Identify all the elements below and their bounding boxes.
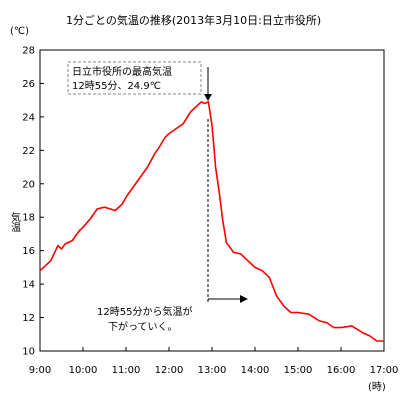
axes [39, 49, 385, 352]
y-tick-label: 18 [22, 213, 35, 224]
x-ticks: 9:00 10:00 11:00 12:00 13:00 14:00 15:00 16:00 1… [29, 347, 399, 376]
x-tick-label: 13:00 [198, 365, 227, 376]
x-tick-label: 17:00 [370, 365, 399, 376]
y-tick-label: 22 [22, 146, 35, 157]
plot-frame [39, 49, 385, 352]
y-tick-label: 24 [22, 112, 35, 123]
x-tick-label: 9:00 [29, 365, 51, 376]
max-arrow-head [204, 94, 212, 101]
max-annotation-box [67, 61, 202, 95]
y-tick-label: 10 [22, 347, 35, 358]
y-tick-label: 20 [22, 179, 35, 190]
annotations: 日立市役所の最高気温 12時55分、24.9℃ 12時55分から気温が 下がって… [67, 61, 248, 333]
series-layer [39, 101, 384, 342]
x-unit-label: (時) [368, 381, 386, 393]
drop-annotation-line2: 下がっていく。 [108, 320, 178, 333]
y-axis-label: 気温 [9, 211, 21, 232]
max-annotation-line1: 日立市役所の最高気温 [72, 65, 172, 78]
x-tick-label: 12:00 [155, 365, 184, 376]
chart-title: 1分ごとの気温の推移(2013年3月10日:日立市役所) [66, 13, 321, 27]
max-annotation-line2: 12時55分、24.9℃ [72, 80, 161, 92]
x-tick-label: 14:00 [241, 365, 270, 376]
temperature-series-line [39, 101, 384, 342]
x-tick-label: 11:00 [112, 365, 141, 376]
x-tick-label: 16:00 [327, 365, 356, 376]
y-unit-label: (℃) [10, 26, 29, 37]
drop-arrow-head [240, 295, 248, 303]
y-ticks: 10 12 14 16 18 20 22 24 26 28 [22, 46, 44, 358]
y-tick-label: 28 [22, 46, 35, 57]
y-tick-label: 12 [22, 313, 35, 324]
y-tick-label: 16 [22, 246, 35, 257]
drop-annotation-line1: 12時55分から気温が [97, 305, 192, 318]
x-tick-label: 15:00 [284, 365, 313, 376]
y-tick-label: 26 [22, 79, 35, 90]
y-tick-label: 14 [22, 280, 35, 291]
x-tick-label: 10:00 [69, 365, 98, 376]
